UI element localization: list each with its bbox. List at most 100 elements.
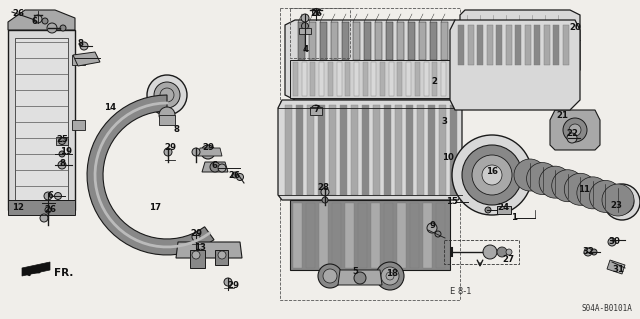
Circle shape	[539, 166, 571, 198]
Polygon shape	[358, 203, 367, 268]
Text: 13: 13	[194, 243, 206, 253]
Circle shape	[47, 23, 57, 33]
Circle shape	[301, 14, 309, 22]
Circle shape	[577, 177, 609, 209]
Circle shape	[604, 184, 640, 220]
Text: 32: 32	[582, 248, 594, 256]
Circle shape	[232, 172, 238, 178]
Polygon shape	[331, 22, 338, 60]
Circle shape	[192, 148, 200, 156]
Text: 26: 26	[228, 170, 240, 180]
Circle shape	[564, 173, 596, 205]
Polygon shape	[328, 62, 333, 96]
Polygon shape	[345, 62, 350, 96]
Polygon shape	[310, 62, 316, 96]
Polygon shape	[423, 203, 432, 268]
Polygon shape	[301, 62, 307, 96]
Polygon shape	[285, 20, 460, 100]
Text: 21: 21	[556, 112, 568, 121]
Circle shape	[311, 105, 321, 115]
Polygon shape	[176, 242, 242, 258]
Polygon shape	[278, 100, 462, 200]
Circle shape	[427, 223, 437, 233]
Polygon shape	[397, 203, 406, 268]
Polygon shape	[332, 203, 341, 268]
Polygon shape	[406, 62, 411, 96]
Circle shape	[44, 192, 52, 200]
Polygon shape	[298, 22, 305, 60]
Polygon shape	[525, 25, 531, 65]
Text: 8: 8	[77, 40, 83, 48]
Polygon shape	[345, 203, 354, 268]
Text: 28: 28	[317, 183, 329, 192]
Text: 7: 7	[313, 106, 319, 115]
Text: 20: 20	[569, 24, 581, 33]
Polygon shape	[353, 22, 360, 60]
Circle shape	[563, 118, 587, 142]
Circle shape	[552, 170, 584, 202]
Text: 22: 22	[566, 130, 578, 138]
Circle shape	[376, 262, 404, 290]
Polygon shape	[363, 62, 367, 96]
Text: 29: 29	[190, 229, 202, 239]
Polygon shape	[384, 105, 391, 195]
Circle shape	[584, 248, 592, 256]
Circle shape	[159, 107, 175, 123]
Circle shape	[483, 245, 497, 259]
Polygon shape	[515, 25, 521, 65]
Circle shape	[435, 231, 441, 237]
Circle shape	[506, 249, 512, 255]
Text: 6: 6	[212, 161, 218, 170]
Polygon shape	[477, 25, 483, 65]
Polygon shape	[362, 105, 369, 195]
Polygon shape	[8, 200, 75, 215]
Circle shape	[201, 145, 215, 159]
Polygon shape	[395, 105, 402, 195]
Polygon shape	[506, 25, 511, 65]
Polygon shape	[441, 22, 448, 60]
Text: 17: 17	[149, 204, 161, 212]
Polygon shape	[318, 105, 325, 195]
Text: 25: 25	[56, 136, 68, 145]
Circle shape	[569, 124, 581, 136]
Circle shape	[322, 197, 328, 203]
Circle shape	[386, 272, 394, 280]
Polygon shape	[432, 62, 437, 96]
Polygon shape	[159, 115, 175, 125]
Polygon shape	[467, 25, 474, 65]
Polygon shape	[310, 107, 322, 115]
Circle shape	[58, 161, 66, 169]
Circle shape	[58, 137, 65, 145]
Polygon shape	[406, 105, 413, 195]
Polygon shape	[15, 38, 68, 200]
Text: 5: 5	[352, 268, 358, 277]
Text: 8: 8	[173, 125, 179, 135]
Circle shape	[462, 145, 522, 205]
Polygon shape	[386, 22, 393, 60]
Text: 29: 29	[202, 144, 214, 152]
Polygon shape	[56, 137, 68, 145]
Circle shape	[218, 251, 226, 259]
Polygon shape	[296, 105, 303, 195]
Polygon shape	[424, 62, 429, 96]
Text: 3: 3	[441, 117, 447, 127]
Polygon shape	[293, 203, 302, 268]
Circle shape	[160, 88, 174, 102]
Text: 6: 6	[47, 191, 53, 201]
Text: 26: 26	[310, 10, 322, 19]
Circle shape	[80, 42, 88, 50]
Circle shape	[452, 135, 532, 215]
Circle shape	[192, 251, 200, 259]
Polygon shape	[496, 25, 502, 65]
Text: FR.: FR.	[54, 268, 74, 278]
Circle shape	[485, 207, 491, 213]
Circle shape	[192, 233, 200, 241]
Polygon shape	[320, 22, 327, 60]
Text: 26: 26	[12, 10, 24, 19]
Circle shape	[527, 163, 559, 195]
Polygon shape	[337, 62, 342, 96]
Polygon shape	[563, 25, 568, 65]
Polygon shape	[530, 160, 618, 215]
Text: 27: 27	[502, 256, 514, 264]
Polygon shape	[543, 25, 550, 65]
